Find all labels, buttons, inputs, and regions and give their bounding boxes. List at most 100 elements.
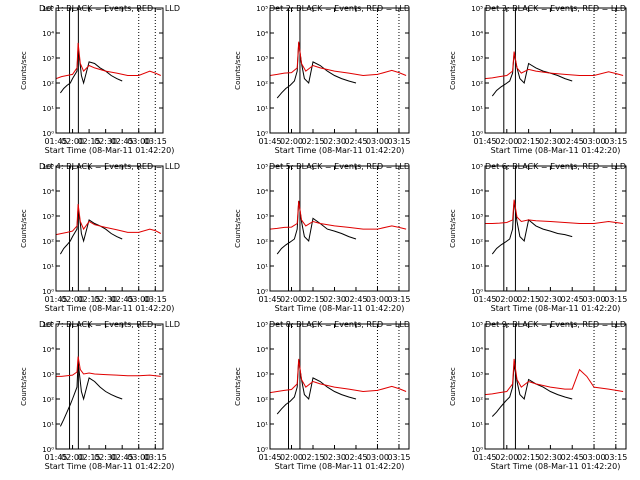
x-tick-label: 02:30 <box>323 137 346 146</box>
x-axis-label: Start Time (08-Mar-11 01:42:20) <box>491 462 621 471</box>
x-tick-label: 02:30 <box>539 453 562 462</box>
x-axis-label: Start Time (08-Mar-11 01:42:20) <box>275 462 405 471</box>
x-axis-label: Start Time (08-Mar-11 01:42:20) <box>275 146 405 155</box>
y-tick-label: 10⁴ <box>42 188 54 196</box>
x-tick-label: 02:30 <box>94 453 117 462</box>
y-tick-label: 10⁵ <box>256 163 268 171</box>
x-tick-label: 03:00 <box>366 453 389 462</box>
y-axis-label: Counts/sec <box>20 209 28 248</box>
y-tick-label: 10⁰ <box>471 288 483 296</box>
panel-title: Det 6: BLACK = Events, RED = LLD <box>485 162 626 171</box>
panel-title: Det 2: BLACK = Events, RED = LLD <box>269 4 410 13</box>
y-tick-label: 10⁵ <box>256 321 268 329</box>
y-tick-label: 10⁴ <box>42 346 54 354</box>
events-series-line <box>491 200 573 255</box>
y-tick-label: 10⁰ <box>471 130 483 138</box>
lld-series-line <box>485 358 624 396</box>
plot-frame <box>55 323 164 450</box>
x-tick-label: 03:15 <box>604 295 627 304</box>
plot-frame <box>55 7 164 134</box>
x-tick-label: 02:45 <box>561 453 584 462</box>
x-tick-label: 02:45 <box>111 453 134 462</box>
y-tick-label: 10⁰ <box>42 130 54 138</box>
panel-title: Det 1: BLACK = Events, RED = LLD <box>39 4 180 13</box>
y-axis-label: Counts/sec <box>234 51 242 90</box>
x-axis-label: Start Time (08-Mar-11 01:42:20) <box>491 304 621 313</box>
x-tick-label: 01:45 <box>258 137 281 146</box>
x-axis-label: Start Time (08-Mar-11 01:42:20) <box>45 146 175 155</box>
y-tick-label: 10⁵ <box>42 5 54 13</box>
events-series-line <box>59 362 123 427</box>
x-tick-label: 02:00 <box>280 453 303 462</box>
x-tick-label: 02:15 <box>517 137 540 146</box>
y-tick-label: 10⁰ <box>256 446 268 454</box>
y-axis-label: Counts/sec <box>449 209 457 248</box>
plot-frame <box>269 323 410 450</box>
x-axis-label: Start Time (08-Mar-11 01:42:20) <box>491 146 621 155</box>
x-tick-label: 02:15 <box>78 295 101 304</box>
x-tick-label: 03:00 <box>582 137 605 146</box>
x-tick-label: 03:00 <box>366 295 389 304</box>
x-tick-label: 02:00 <box>280 137 303 146</box>
x-tick-label: 02:45 <box>111 137 134 146</box>
x-tick-label: 03:15 <box>144 453 167 462</box>
y-tick-label: 10¹ <box>256 421 268 429</box>
y-tick-label: 10² <box>42 238 54 246</box>
x-tick-label: 02:15 <box>301 137 324 146</box>
y-tick-label: 10³ <box>256 371 268 379</box>
y-axis-label: Counts/sec <box>20 51 28 90</box>
lld-series-line <box>270 358 407 394</box>
y-tick-label: 10³ <box>256 213 268 221</box>
y-tick-label: 10⁵ <box>256 5 268 13</box>
x-tick-label: 02:30 <box>94 137 117 146</box>
y-tick-label: 10³ <box>471 213 483 221</box>
y-tick-label: 10⁵ <box>471 163 483 171</box>
lld-series-line <box>56 356 161 377</box>
x-tick-label: 02:45 <box>344 137 367 146</box>
y-tick-label: 10⁰ <box>471 446 483 454</box>
y-tick-label: 10¹ <box>42 263 54 271</box>
y-tick-label: 10¹ <box>42 105 54 113</box>
y-axis-label: Counts/sec <box>20 367 28 406</box>
lld-series-line <box>56 204 162 236</box>
y-tick-label: 10⁰ <box>256 288 268 296</box>
events-series-line <box>276 200 357 255</box>
x-tick-label: 02:15 <box>517 453 540 462</box>
x-tick-label: 03:15 <box>387 137 410 146</box>
lld-series-line <box>485 51 624 80</box>
y-tick-label: 10¹ <box>42 421 54 429</box>
events-series-line <box>491 53 573 97</box>
y-tick-label: 10³ <box>42 213 54 221</box>
y-axis-label: Counts/sec <box>449 367 457 406</box>
x-axis-label: Start Time (08-Mar-11 01:42:20) <box>45 462 175 471</box>
x-tick-label: 03:00 <box>127 453 150 462</box>
x-tick-label: 02:00 <box>61 453 84 462</box>
y-tick-label: 10³ <box>42 55 54 63</box>
x-tick-label: 02:15 <box>301 295 324 304</box>
y-tick-label: 10⁰ <box>42 288 54 296</box>
y-tick-label: 10⁴ <box>471 30 483 38</box>
x-tick-label: 02:30 <box>539 137 562 146</box>
x-tick-label: 02:45 <box>344 295 367 304</box>
y-tick-label: 10¹ <box>256 263 268 271</box>
y-tick-label: 10⁵ <box>471 321 483 329</box>
x-tick-label: 03:15 <box>387 295 410 304</box>
y-tick-label: 10² <box>256 396 268 404</box>
y-tick-label: 10⁴ <box>471 188 483 196</box>
y-tick-label: 10³ <box>42 371 54 379</box>
x-tick-label: 02:15 <box>301 453 324 462</box>
x-tick-label: 02:45 <box>561 137 584 146</box>
y-tick-label: 10³ <box>471 371 483 379</box>
x-tick-label: 02:00 <box>495 295 518 304</box>
x-tick-label: 03:15 <box>387 453 410 462</box>
x-tick-label: 02:00 <box>61 137 84 146</box>
events-series-line <box>59 208 123 255</box>
plot-frame <box>484 7 627 134</box>
y-tick-label: 10² <box>471 396 483 404</box>
x-tick-label: 02:00 <box>280 295 303 304</box>
x-tick-label: 03:15 <box>144 295 167 304</box>
plot-frame <box>269 165 410 292</box>
